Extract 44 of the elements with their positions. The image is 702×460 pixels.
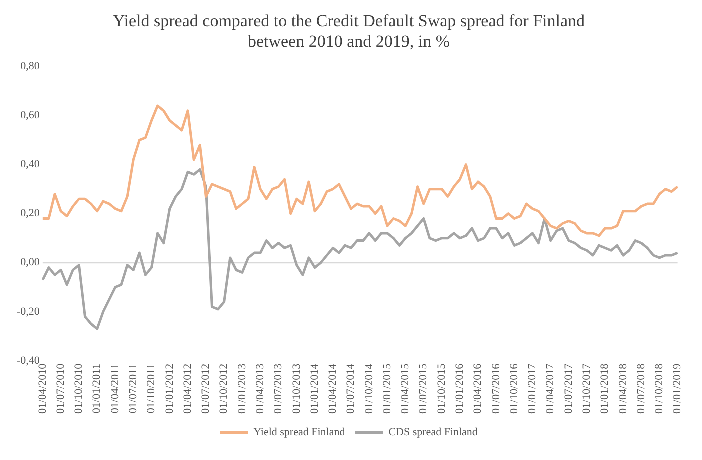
x-tick-label: 01/01/2018 <box>599 363 612 414</box>
y-tick-label: -0,20 <box>16 306 40 318</box>
x-tick-label: 01/10/2013 <box>290 363 303 414</box>
y-tick-label: 0,40 <box>20 158 40 171</box>
legend-label: Yield spread Finland <box>254 426 346 438</box>
x-tick-label: 01/04/2016 <box>472 363 484 414</box>
x-tick-label: 01/04/2014 <box>327 363 340 414</box>
x-tick-label: 01/01/2013 <box>236 363 248 414</box>
x-tick-label: 01/10/2018 <box>654 363 666 414</box>
x-tick-label: 01/10/2010 <box>73 363 86 414</box>
x-tick-label: 01/01/2019 <box>672 363 684 414</box>
x-tick-label: 01/01/2014 <box>308 363 321 414</box>
x-tick-label: 01/07/2010 <box>54 363 67 414</box>
x-tick-label: 01/10/2015 <box>436 363 448 414</box>
x-tick-label: 01/04/2011 <box>109 364 122 414</box>
x-tick-label: 01/07/2015 <box>418 363 430 414</box>
x-tick-label: 01/07/2018 <box>635 363 648 414</box>
x-tick-label: 01/10/2014 <box>363 363 376 414</box>
x-tick-label: 01/04/2018 <box>617 363 630 414</box>
x-tick-label: 01/01/2011 <box>91 364 104 414</box>
x-tick-label: 01/07/2012 <box>200 364 212 414</box>
x-tick-label: 01/01/2012 <box>164 364 176 414</box>
x-tick-label: 01/07/2014 <box>345 363 358 414</box>
y-tick-label: 0,80 <box>20 60 40 73</box>
chart-title: Yield spread compared to the Credit Default Swap spread for Finland between 2010 and 2019, in % <box>112 12 586 52</box>
x-tick-label: 01/04/2013 <box>254 363 266 414</box>
x-tick-label: 01/10/2012 <box>218 364 230 414</box>
x-tick-label: 01/07/2017 <box>562 363 575 414</box>
x-tick-label: 01/07/2013 <box>272 363 285 414</box>
x-tick-label: 01/01/2017 <box>526 363 539 414</box>
legend-label: CDS spread Finland <box>388 426 478 438</box>
x-tick-label: 01/10/2017 <box>580 363 593 414</box>
x-tick-label: 01/01/2015 <box>381 363 394 414</box>
x-tick-label: 01/01/2016 <box>454 363 466 414</box>
y-tick-label: 0,20 <box>20 208 40 220</box>
y-tick-label: 0,60 <box>20 110 40 122</box>
x-tick-label: 01/04/2012 <box>182 364 194 414</box>
x-tick-label: 01/07/2016 <box>490 363 502 414</box>
x-tick-label: 01/07/2011 <box>128 364 140 414</box>
x-tick-label: 01/10/2011 <box>146 364 158 414</box>
x-tick-label: 01/10/2016 <box>508 363 520 414</box>
x-tick-label: 01/04/2017 <box>544 363 557 414</box>
y-tick-label: 0,00 <box>20 256 40 269</box>
x-tick-label: 01/04/2015 <box>400 363 412 414</box>
